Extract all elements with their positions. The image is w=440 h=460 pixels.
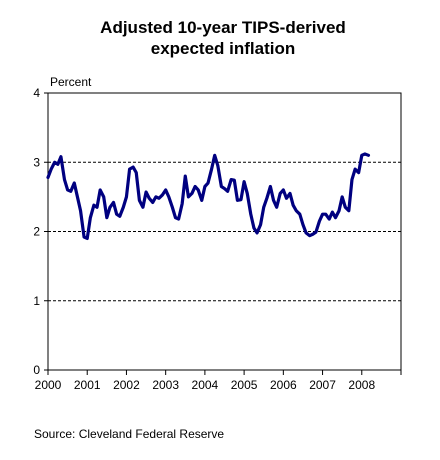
x-tick-label: 2007 <box>309 378 336 392</box>
y-tick-label: 4 <box>33 86 40 100</box>
source-note: Source: Cleveland Federal Reserve <box>34 427 224 441</box>
y-axis-ticks: 0 1 2 3 4 <box>33 86 48 377</box>
y-axis-label: Percent <box>50 75 92 89</box>
y-tick-label: 1 <box>33 294 40 308</box>
y-tick-label: 0 <box>33 363 40 377</box>
chart-title-line-2: expected inflation <box>151 39 296 58</box>
x-tick-label: 2006 <box>270 378 297 392</box>
x-tick-label: 2002 <box>113 378 140 392</box>
x-tick-label: 2003 <box>152 378 179 392</box>
x-tick-label: 2004 <box>192 378 219 392</box>
y-tick-label: 2 <box>33 225 40 239</box>
y-tick-label: 3 <box>33 155 40 169</box>
series-line <box>46 152 371 241</box>
x-tick-label: 2008 <box>348 378 375 392</box>
chart-title-line-1: Adjusted 10-year TIPS-derived <box>100 18 346 37</box>
x-tick-label: 2000 <box>35 378 62 392</box>
x-tick-label: 2005 <box>231 378 258 392</box>
x-tick-label: 2001 <box>74 378 101 392</box>
gridlines <box>48 161 401 302</box>
x-axis-ticks: 2000 2001 2002 2003 2004 2005 2006 2007 2008 <box>35 370 402 392</box>
